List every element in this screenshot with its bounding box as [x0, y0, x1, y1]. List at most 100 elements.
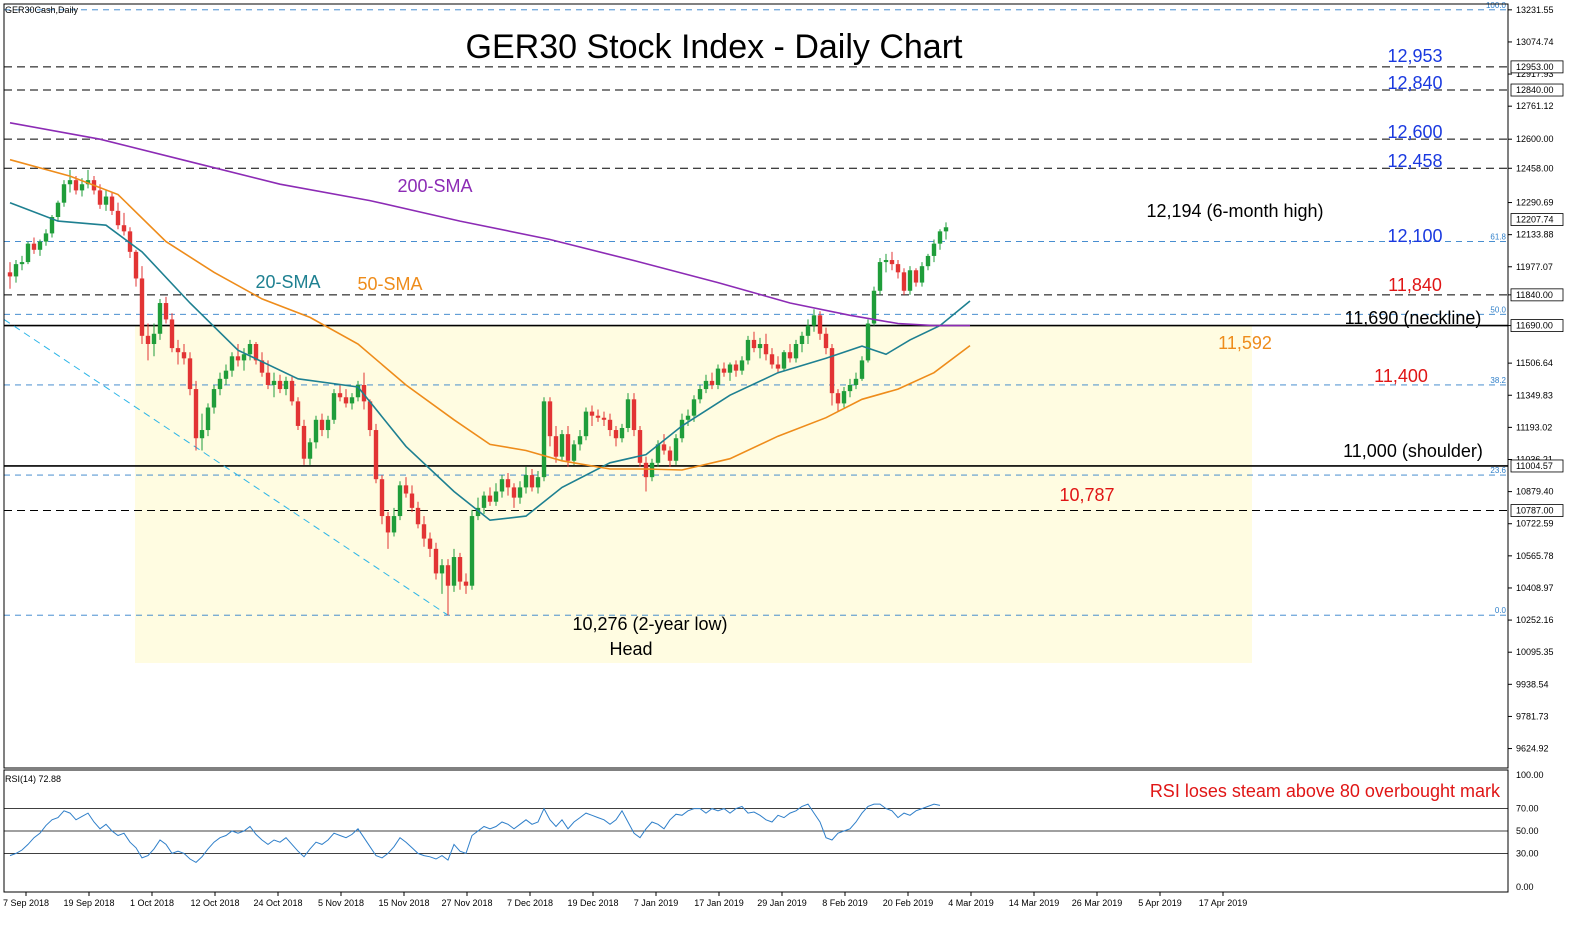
- candle-body-3: [25, 243, 31, 263]
- candle-body-143: [865, 323, 871, 361]
- candle-body-38: [235, 356, 241, 361]
- candle-body-33: [205, 407, 211, 431]
- price-tag-label-1: 12840.00: [1516, 85, 1554, 95]
- price-tick-label-21: 9938.54: [1516, 679, 1549, 689]
- candle-body-56: [343, 397, 349, 404]
- candle-body-62: [379, 479, 385, 517]
- candle-body-6: [43, 233, 49, 242]
- candle-body-113: [685, 415, 691, 420]
- candle-body-10: [67, 180, 73, 185]
- candle-body-84: [511, 487, 517, 498]
- candle-body-80: [487, 495, 493, 502]
- candle-body-25: [157, 303, 163, 334]
- candle-body-90: [547, 401, 553, 437]
- price-tag-label-0: 12953.00: [1516, 62, 1554, 72]
- candle-body-111: [673, 438, 679, 461]
- candle-body-106: [643, 462, 649, 478]
- price-tick-label-0: 13231.55: [1516, 5, 1554, 15]
- fib-label-4: 23.6: [1490, 466, 1506, 475]
- candle-body-60: [367, 401, 373, 431]
- fib-label-5: 0.0: [1495, 606, 1507, 615]
- time-tick-label-4: 24 Oct 2018: [253, 898, 302, 908]
- candle-body-114: [691, 399, 697, 416]
- rsi-tick-label-0: 100.00: [1516, 770, 1544, 780]
- price-tick-label-6: 12290.69: [1516, 198, 1554, 208]
- candle-body-96: [583, 411, 589, 437]
- fib-label-2: 50.0: [1490, 305, 1506, 314]
- candle-body-74: [451, 557, 457, 586]
- candle-body-64: [391, 516, 397, 533]
- price-tick-label-14: 11036.21: [1516, 454, 1553, 464]
- candle-body-32: [199, 430, 205, 439]
- price-tick-label-11: 11506.64: [1516, 358, 1553, 368]
- price-tick-label-13: 11193.02: [1516, 422, 1552, 432]
- candle-body-0: [7, 272, 13, 277]
- candle-body-35: [217, 378, 223, 390]
- time-tick-label-11: 17 Jan 2019: [694, 898, 744, 908]
- candle-body-42: [259, 360, 265, 373]
- candle-body-124: [751, 339, 757, 349]
- candle-body-116: [703, 380, 709, 390]
- time-tick-label-17: 26 Mar 2019: [1072, 898, 1123, 908]
- candle-body-43: [265, 372, 271, 385]
- candle-body-103: [625, 399, 631, 428]
- candle-body-126: [763, 344, 769, 355]
- candle-body-151: [913, 270, 919, 283]
- price-tick-label-23: 9624.92: [1516, 744, 1549, 754]
- price-tag-box-6: [1510, 504, 1564, 517]
- annotation-5: 12,100: [1387, 226, 1442, 246]
- price-tag-box-4: [1510, 319, 1564, 332]
- candle-body-122: [739, 360, 745, 371]
- time-tick-label-8: 7 Dec 2018: [507, 898, 553, 908]
- annotation-12: 10,276 (2-year low): [572, 614, 727, 634]
- chart-title: GER30 Stock Index - Daily Chart: [466, 28, 964, 66]
- candle-body-119: [721, 368, 727, 373]
- candle-body-129: [781, 352, 787, 369]
- rsi-tick-label-4: 0.00: [1516, 882, 1534, 892]
- candle-body-95: [577, 436, 583, 445]
- price-tick-label-17: 10565.78: [1516, 551, 1554, 561]
- candle-body-45: [277, 380, 283, 390]
- candle-body-17: [109, 196, 115, 211]
- annotation-14: 20-SMA: [255, 272, 320, 292]
- candle-body-137: [829, 348, 835, 394]
- symbol-label: GER30Cash,Daily: [5, 5, 79, 15]
- candle-body-92: [559, 434, 565, 457]
- candle-body-127: [769, 354, 775, 365]
- candle-body-8: [55, 202, 61, 218]
- fib-label-1: 61.8: [1490, 233, 1506, 242]
- candle-body-130: [787, 352, 793, 359]
- candle-body-138: [835, 393, 841, 404]
- price-tick-label-8: 11977.07: [1516, 262, 1553, 272]
- candle-body-16: [103, 196, 109, 205]
- time-tick-label-18: 5 Apr 2019: [1138, 898, 1182, 908]
- time-tick-label-19: 17 Apr 2019: [1199, 898, 1248, 908]
- candle-body-112: [679, 419, 685, 439]
- candle-body-140: [847, 384, 853, 392]
- time-tick-label-3: 12 Oct 2018: [190, 898, 239, 908]
- price-tick-label-22: 9781.73: [1516, 711, 1549, 721]
- annotation-8: 11,592: [1218, 333, 1272, 353]
- sma-line-2: [9, 122, 970, 327]
- candle-body-131: [793, 344, 799, 359]
- candle-body-29: [181, 352, 187, 359]
- candle-body-99: [601, 417, 607, 420]
- candle-body-47: [289, 380, 295, 402]
- fib-label-0: 100.0: [1486, 1, 1507, 10]
- candle-body-83: [505, 479, 511, 488]
- candle-body-24: [151, 333, 157, 345]
- annotation-2: 12,600: [1387, 122, 1442, 142]
- candle-body-128: [775, 364, 781, 369]
- candle-body-36: [223, 370, 229, 379]
- candle-body-109: [661, 444, 667, 451]
- candle-body-2: [19, 262, 25, 265]
- candle-body-108: [655, 444, 661, 463]
- rsi-tick-label-3: 30.00: [1516, 848, 1539, 858]
- candle-body-75: [457, 557, 463, 582]
- candle-body-48: [295, 401, 301, 426]
- time-tick-label-7: 27 Nov 2018: [441, 898, 492, 908]
- candle-body-102: [619, 427, 625, 439]
- candle-body-150: [907, 270, 913, 291]
- price-tag-box-1: [1510, 83, 1564, 97]
- candle-body-15: [97, 190, 103, 205]
